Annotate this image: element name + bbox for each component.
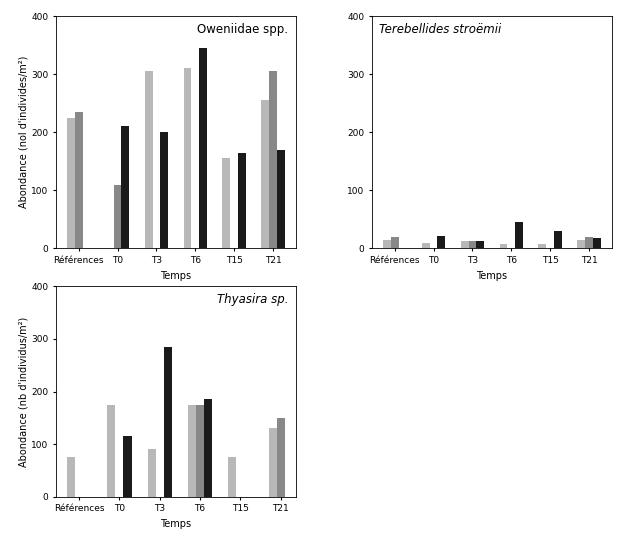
- Bar: [160, 132, 168, 248]
- Text: Thyasira sp.: Thyasira sp.: [217, 293, 288, 306]
- Bar: [188, 404, 196, 497]
- X-axis label: Temps: Temps: [476, 271, 507, 281]
- Text: Oweniidae spp.: Oweniidae spp.: [197, 23, 288, 36]
- Bar: [585, 237, 593, 248]
- Bar: [107, 404, 115, 497]
- Bar: [223, 158, 230, 248]
- Bar: [163, 347, 172, 497]
- Bar: [515, 222, 523, 248]
- Bar: [238, 153, 246, 248]
- Bar: [554, 231, 562, 248]
- Bar: [469, 241, 476, 248]
- Bar: [383, 240, 391, 248]
- X-axis label: Temps: Temps: [160, 271, 192, 281]
- Bar: [461, 241, 469, 248]
- Bar: [269, 71, 277, 248]
- Y-axis label: Abondance (nb d'individus/m²): Abondance (nb d'individus/m²): [19, 316, 29, 467]
- Bar: [228, 457, 236, 497]
- Bar: [422, 242, 430, 248]
- Bar: [196, 404, 204, 497]
- Bar: [593, 238, 601, 248]
- Bar: [148, 449, 156, 497]
- Bar: [204, 400, 212, 497]
- Bar: [268, 428, 276, 497]
- Bar: [577, 240, 585, 248]
- X-axis label: Temps: Temps: [160, 519, 192, 529]
- Bar: [124, 436, 132, 497]
- Bar: [261, 100, 269, 248]
- Bar: [276, 418, 285, 497]
- Bar: [391, 237, 399, 248]
- Bar: [183, 69, 192, 248]
- Bar: [67, 457, 75, 497]
- Bar: [277, 150, 285, 248]
- Bar: [539, 244, 546, 248]
- Bar: [145, 71, 152, 248]
- Bar: [67, 118, 75, 248]
- Bar: [122, 126, 129, 248]
- Bar: [437, 235, 445, 248]
- Bar: [114, 185, 122, 248]
- Bar: [199, 48, 207, 248]
- Bar: [476, 241, 484, 248]
- Bar: [75, 112, 82, 248]
- Bar: [500, 244, 507, 248]
- Text: Terebellides stroëmii: Terebellides stroëmii: [379, 23, 502, 36]
- Y-axis label: Abondance (nol d'individes/m²): Abondance (nol d'individes/m²): [19, 56, 29, 208]
